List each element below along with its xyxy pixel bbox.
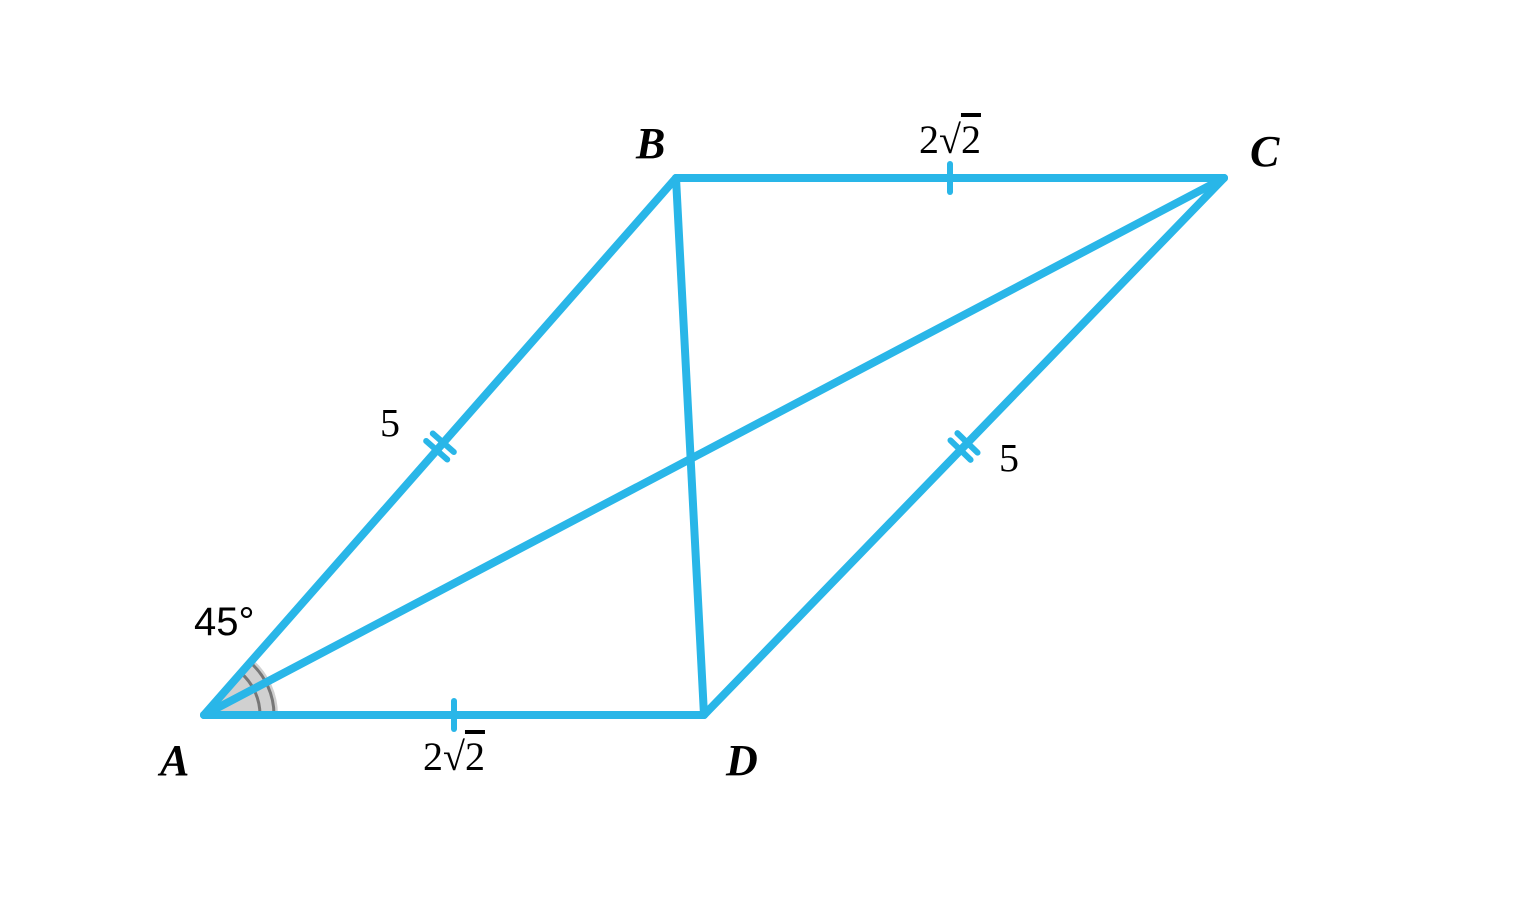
edge-label-AB: 5 xyxy=(380,401,400,446)
edge-label-AD: 2√2 xyxy=(423,734,485,779)
vertex-label-D: D xyxy=(725,736,758,785)
vertex-label-A: A xyxy=(157,736,189,785)
vertex-label-C: C xyxy=(1250,127,1280,176)
diagram-container: A B C D 5 2√2 5 2√2 45° xyxy=(0,0,1536,909)
parallelogram-diagram: A B C D 5 2√2 5 2√2 45° xyxy=(0,0,1536,909)
diagonal-BD xyxy=(676,178,704,715)
angle-label: 45° xyxy=(194,600,255,644)
edge-CD xyxy=(704,178,1224,715)
edge-label-BC: 2√2 xyxy=(919,117,981,162)
edge-label-CD: 5 xyxy=(999,436,1019,481)
diagonal-AC xyxy=(204,178,1224,715)
vertex-label-B: B xyxy=(635,119,665,168)
edge-AB xyxy=(204,178,676,715)
